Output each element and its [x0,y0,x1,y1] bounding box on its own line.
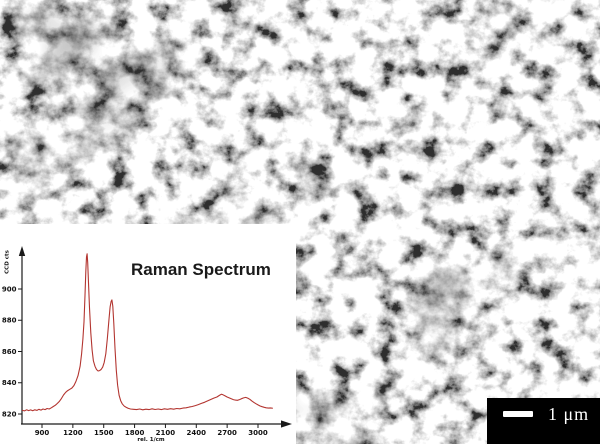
spectrum-line [21,253,273,412]
x-tick-label: 3000 [248,429,268,437]
y-tick-label: 880 [2,317,17,325]
y-axis-arrow [18,246,26,256]
raman-inset-panel: 820 840 860 880 900 900 1200 1500 1800 2100 2400 27… [0,224,296,444]
chart-title: Raman Spectrum [131,260,271,279]
x-axis-title: rel. 1/cm [137,437,164,443]
x-tick-label: 2100 [156,429,176,437]
y-tick-label: 840 [2,379,17,387]
x-tick-label: 2700 [217,429,237,437]
y-axis-title: CCD cts [5,249,11,273]
x-tick-label: 900 [35,429,50,437]
scale-bar: 1 μm [487,398,600,444]
y-tick-label: 820 [2,410,17,418]
x-tick-label: 2400 [187,429,207,437]
x-tick-label: 1200 [63,429,83,437]
x-tick-label: 1800 [125,429,145,437]
scale-bar-line [503,411,533,417]
scale-bar-label: 1 μm [548,403,590,424]
y-tick-label: 900 [2,285,17,293]
x-tick-label: 1500 [94,429,114,437]
raman-spectrum-chart: 820 840 860 880 900 900 1200 1500 1800 2100 2400 27… [2,246,292,443]
x-axis-arrow [281,420,292,428]
y-tick-label: 860 [2,348,17,356]
